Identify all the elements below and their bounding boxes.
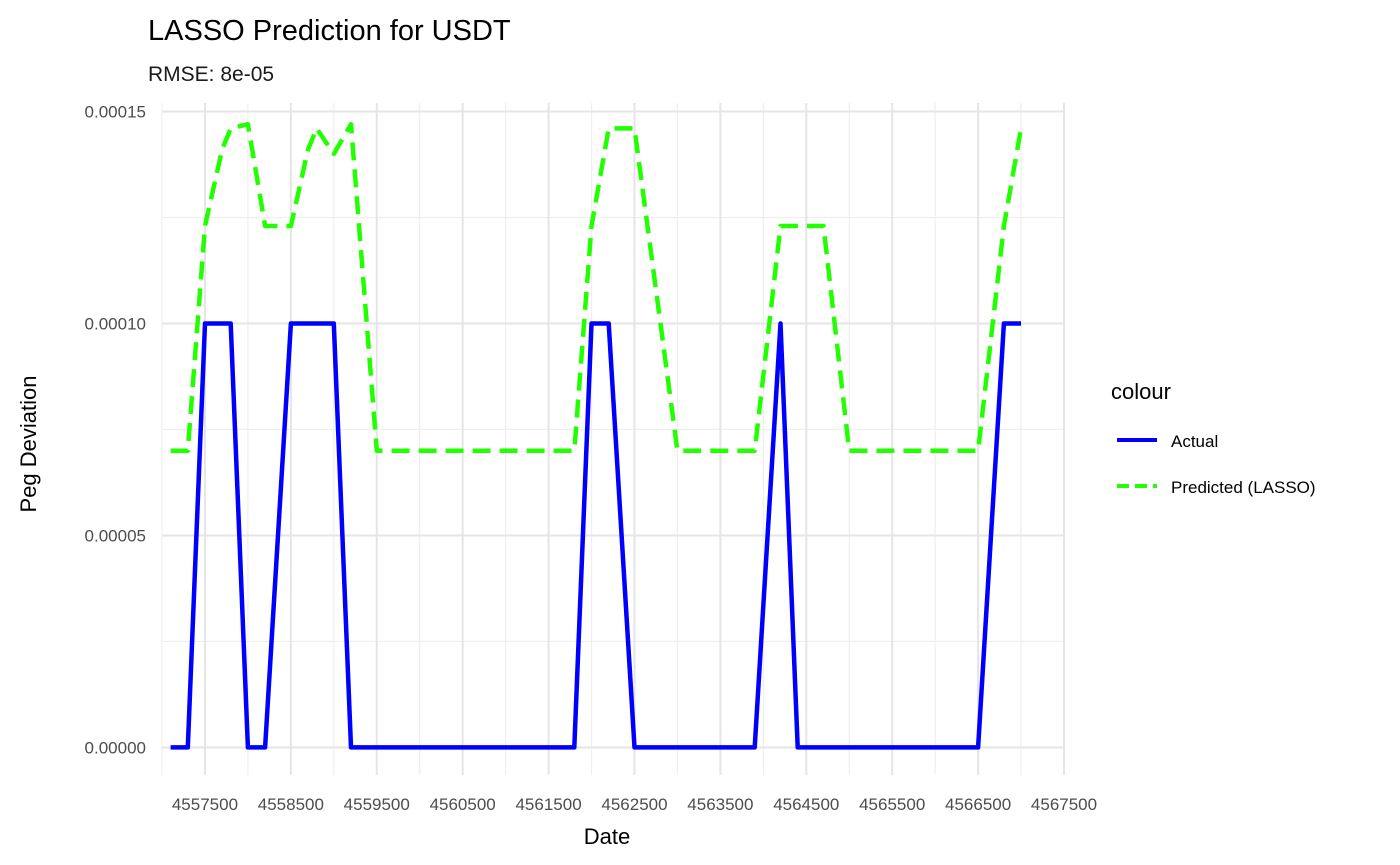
minor-gridlines [161,103,1064,775]
x-tick-label: 4563500 [687,795,753,814]
x-tick-label: 4558500 [258,795,324,814]
y-axis-title: Peg Deviation [16,376,41,513]
x-tick-label: 4559500 [344,795,410,814]
y-tick-label: 0.00000 [85,738,146,757]
legend-title: colour [1111,379,1171,404]
legend-label-actual: Actual [1171,432,1218,451]
x-tick-label: 4557500 [172,795,238,814]
series-line-actual [170,321,1021,750]
x-tick-label: 4560500 [430,795,496,814]
chart-title: LASSO Prediction for USDT [148,15,511,47]
x-tick-label: 4565500 [859,795,925,814]
y-tick-labels: 0.00000 0.00005 0.00010 0.00015 [85,102,146,757]
legend-label-predicted: Predicted (LASSO) [1171,478,1316,497]
major-gridlines [162,103,1065,775]
y-tick-label: 0.00005 [85,526,146,545]
x-tick-label: 4562500 [601,795,667,814]
y-tick-label: 0.00015 [85,102,146,121]
x-tick-label: 4567500 [1031,795,1097,814]
x-tick-label: 4566500 [945,795,1011,814]
y-tick-label: 0.00010 [85,314,146,333]
series-lines [170,121,1024,750]
x-tick-label: 4561500 [515,795,581,814]
x-axis-title: Date [584,824,630,849]
x-tick-labels: 4557500 4558500 4559500 4560500 4561500 45625… [172,795,1097,814]
series-line-predicted [170,121,1024,453]
x-tick-label: 4564500 [773,795,839,814]
legend: colour Actual Predicted (LASSO) [1111,379,1316,497]
chart-subtitle: RMSE: 8e-05 [148,63,274,86]
